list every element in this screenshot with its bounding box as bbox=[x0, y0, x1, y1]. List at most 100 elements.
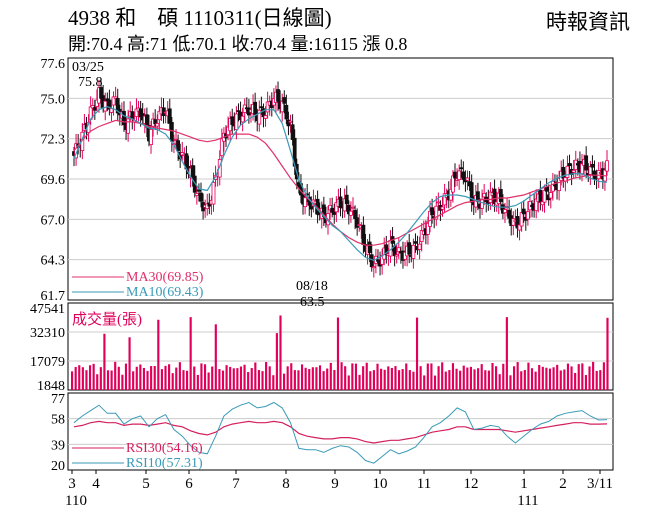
x-tick-label: 11 bbox=[417, 476, 431, 492]
volume-bar bbox=[106, 370, 110, 390]
candle-body bbox=[282, 97, 287, 104]
candle-body bbox=[465, 177, 470, 181]
candle-body bbox=[107, 99, 112, 110]
volume-bar bbox=[265, 361, 268, 390]
candle-body bbox=[525, 211, 530, 220]
volume-bar bbox=[347, 375, 350, 390]
volume-bar bbox=[552, 367, 555, 390]
volume-bar bbox=[261, 371, 264, 390]
volume-bar bbox=[182, 370, 185, 390]
volume-bar bbox=[257, 370, 261, 390]
volume-bar bbox=[300, 364, 304, 390]
candle-body bbox=[561, 166, 566, 179]
candle-body bbox=[461, 171, 466, 180]
candle-body bbox=[334, 202, 339, 213]
volume-bar bbox=[81, 367, 84, 390]
candle-body bbox=[99, 87, 103, 99]
candle-body bbox=[355, 217, 360, 228]
rsi10-line bbox=[73, 401, 608, 464]
volume-bar bbox=[441, 362, 444, 390]
candle-body bbox=[126, 118, 131, 134]
volume-bar bbox=[372, 370, 375, 390]
volume-bar bbox=[304, 367, 307, 390]
candle-body bbox=[426, 222, 430, 235]
candle-body bbox=[457, 170, 462, 180]
candle-body bbox=[519, 212, 524, 227]
candle-body bbox=[521, 208, 526, 215]
volume-bar bbox=[376, 363, 379, 390]
x-tick-label: 3 bbox=[68, 476, 76, 492]
volume-bar bbox=[423, 375, 426, 390]
volume-y-ticks: 47541 32310 17079 1848 bbox=[30, 302, 65, 394]
candle-body bbox=[259, 106, 264, 109]
price-y-ticks: 77.6 75.0 72.3 69.6 67.0 64.3 61.7 bbox=[41, 57, 66, 304]
volume-bar bbox=[451, 363, 455, 390]
price-candles bbox=[72, 79, 609, 278]
volume-tick-label: 32310 bbox=[30, 326, 65, 341]
volume-bar bbox=[365, 362, 368, 390]
candle-body bbox=[190, 165, 195, 177]
rsi-tick-label: 58 bbox=[51, 413, 65, 428]
x-tick-label: 8 bbox=[282, 476, 290, 492]
candle-body bbox=[488, 191, 493, 203]
candle-body bbox=[419, 230, 424, 243]
candle-body bbox=[134, 108, 139, 117]
volume-bar bbox=[175, 367, 178, 390]
candle-body bbox=[548, 192, 553, 199]
candle-body bbox=[361, 224, 366, 245]
volume-bar bbox=[318, 365, 322, 390]
data-source: 時報資訊 bbox=[546, 10, 630, 34]
volume-bar bbox=[203, 364, 207, 390]
x-tick-label: 3/11 bbox=[587, 476, 613, 492]
volume-bar bbox=[437, 366, 440, 390]
volume-bar bbox=[214, 324, 217, 390]
volume-tick-label: 17079 bbox=[30, 355, 65, 370]
volume-bar bbox=[448, 370, 451, 390]
candle-body bbox=[303, 197, 308, 208]
x-tick-label: 2 bbox=[559, 476, 567, 492]
volume-tick-label: 47541 bbox=[30, 302, 65, 317]
candle-body bbox=[500, 204, 505, 214]
annotation-date-low: 08/18 bbox=[296, 279, 328, 294]
volume-bar bbox=[146, 370, 149, 390]
candle-body bbox=[149, 129, 153, 145]
volume-bar bbox=[362, 366, 365, 390]
candle-body bbox=[436, 201, 441, 204]
volume-bar bbox=[469, 366, 473, 390]
volume-bar bbox=[487, 370, 490, 390]
candle-body bbox=[567, 163, 572, 167]
candle-body bbox=[517, 224, 522, 231]
volume-bar bbox=[103, 333, 106, 390]
candle-body bbox=[453, 171, 457, 179]
volume-bar bbox=[459, 370, 462, 390]
volume-bar bbox=[221, 370, 225, 390]
candle-body bbox=[234, 113, 239, 130]
price-tick-label: 75.0 bbox=[41, 92, 66, 107]
volume-bar bbox=[516, 362, 519, 390]
candle-body bbox=[557, 177, 562, 191]
candle-body bbox=[211, 182, 216, 205]
volume-tick-label: 1848 bbox=[37, 379, 65, 394]
volume-bar bbox=[584, 375, 588, 390]
annotation-date-high: 03/25 bbox=[72, 60, 104, 75]
volume-bar bbox=[455, 368, 458, 390]
volume-bar bbox=[477, 368, 480, 390]
candle-body bbox=[351, 206, 355, 209]
rsi-frame bbox=[67, 392, 614, 471]
candle-body bbox=[153, 119, 158, 125]
volume-bar bbox=[527, 362, 530, 390]
price-tick-label: 72.3 bbox=[41, 133, 66, 148]
candle-body bbox=[407, 242, 412, 255]
volume-panel: 47541 32310 17079 1848 成交量(張) bbox=[30, 302, 614, 394]
volume-bar bbox=[286, 366, 289, 390]
volume-bar bbox=[290, 363, 293, 390]
price-tick-label: 77.6 bbox=[41, 57, 66, 72]
volume-bar bbox=[502, 363, 505, 390]
volume-bar bbox=[297, 370, 300, 390]
chart-title: 4938 和 碩 1110311(日線圖) bbox=[68, 6, 332, 30]
volume-bar bbox=[283, 373, 286, 390]
candle-body bbox=[515, 215, 520, 229]
volume-bar bbox=[484, 370, 487, 390]
volume-bar bbox=[340, 362, 343, 390]
candle-body bbox=[199, 192, 203, 202]
